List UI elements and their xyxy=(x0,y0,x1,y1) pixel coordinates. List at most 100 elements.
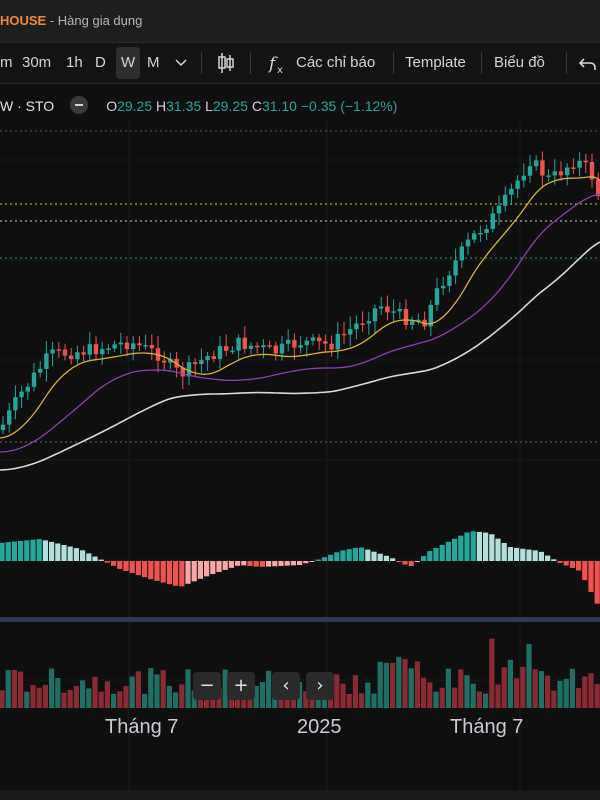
volume-bar xyxy=(173,692,179,708)
volume-bar xyxy=(594,683,600,708)
histogram-bar xyxy=(557,561,563,563)
histogram-bar xyxy=(290,561,296,566)
histogram-bar xyxy=(98,559,104,561)
histogram-bar xyxy=(129,561,135,574)
histogram-bar xyxy=(18,540,24,561)
timeframe-w[interactable]: W xyxy=(116,47,141,79)
candle-body xyxy=(19,391,24,398)
candle-body xyxy=(558,171,564,176)
bottom-scrollbar[interactable] xyxy=(0,790,600,800)
chevron-down-icon[interactable] xyxy=(174,43,188,83)
volume-bar xyxy=(489,638,495,708)
candle-body xyxy=(143,345,148,347)
title-bar: HOUSE - Hàng gia dụng xyxy=(0,0,600,43)
timeframe-1h[interactable]: 1h xyxy=(66,54,83,71)
scroll-right-button[interactable]: › xyxy=(306,672,334,700)
candle-body xyxy=(87,344,92,355)
candle-body xyxy=(527,166,533,176)
candle-body xyxy=(583,160,588,163)
candle-body xyxy=(534,160,539,167)
histogram-bar xyxy=(67,546,73,561)
timeframe-30m[interactable]: 30m xyxy=(22,54,52,71)
candle-body xyxy=(261,345,266,348)
histogram-bar xyxy=(520,548,526,561)
candle-body xyxy=(509,188,514,195)
candle-body xyxy=(310,337,316,341)
svg-text:x: x xyxy=(277,65,283,76)
volume-bar xyxy=(185,669,191,708)
candle-body xyxy=(565,167,570,176)
candle-body xyxy=(230,350,235,353)
volume-bar xyxy=(179,684,185,708)
close-label: C xyxy=(251,98,262,114)
candle-body xyxy=(217,346,223,360)
volume-bar xyxy=(439,687,445,708)
volume-bar xyxy=(73,685,79,708)
candle-body xyxy=(124,342,130,349)
collapse-legend-button[interactable] xyxy=(70,96,89,114)
histogram-bar xyxy=(61,545,67,561)
volume-bar xyxy=(501,667,507,708)
high-value: 31.35 xyxy=(166,98,202,114)
volume-bar xyxy=(123,686,129,708)
volume-bar xyxy=(569,668,575,708)
low-value: 29.25 xyxy=(212,98,248,114)
histogram-bar xyxy=(309,561,315,562)
template-button[interactable]: Template xyxy=(405,54,466,71)
volume-bar xyxy=(359,693,365,708)
volume-bar xyxy=(104,681,110,708)
zoom-in-button[interactable]: + xyxy=(227,672,255,700)
histogram-bar xyxy=(73,548,79,561)
histogram-bar xyxy=(272,561,278,567)
indicators-button[interactable]: Các chỉ báo xyxy=(296,54,376,71)
candle-body xyxy=(521,175,526,181)
histogram-bar xyxy=(582,561,588,581)
histogram-bar xyxy=(458,535,464,561)
zoom-out-button[interactable]: − xyxy=(193,672,221,700)
histogram-bar xyxy=(142,561,148,578)
scroll-left-button[interactable]: ‹ xyxy=(272,672,300,700)
volume-bar xyxy=(24,691,30,708)
candle-body xyxy=(81,352,86,355)
undo-icon[interactable] xyxy=(578,43,598,83)
timeframe-m-month[interactable]: M xyxy=(147,54,160,71)
timeframe-d[interactable]: D xyxy=(95,54,106,71)
volume-bar xyxy=(80,680,86,708)
histogram-bar xyxy=(532,550,538,561)
candle-body xyxy=(100,349,105,355)
histogram-bar xyxy=(594,561,600,604)
histogram-bar xyxy=(49,541,55,561)
volume-bar xyxy=(545,675,551,708)
histogram-bar xyxy=(303,561,309,564)
histogram-bar xyxy=(173,561,179,586)
histogram-bar xyxy=(235,561,241,566)
candle-body xyxy=(416,319,421,322)
candlestick-icon[interactable] xyxy=(216,43,236,83)
candle-body xyxy=(118,342,123,345)
ma-short-line xyxy=(0,176,600,439)
candle-body xyxy=(577,160,582,168)
chart-type-button[interactable]: Biểu đồ xyxy=(494,54,545,71)
candle-body xyxy=(385,306,390,313)
histogram-bar xyxy=(328,554,334,561)
timeframe-m[interactable]: m xyxy=(0,54,13,71)
candle-body xyxy=(106,348,111,350)
candle-body xyxy=(447,275,452,286)
candle-body xyxy=(372,308,378,322)
volume-bar xyxy=(86,688,92,708)
volume-bar xyxy=(402,659,408,708)
volume-bar xyxy=(514,678,520,708)
histogram-bar xyxy=(470,531,476,561)
histogram-bar xyxy=(210,561,216,575)
candle-body xyxy=(335,333,340,350)
candle-body xyxy=(193,362,198,365)
candle-body xyxy=(162,360,167,363)
pane-separator[interactable] xyxy=(0,617,600,622)
candle-body xyxy=(286,339,291,344)
histogram-bar xyxy=(408,561,414,567)
candle-body xyxy=(25,386,30,392)
candle-body xyxy=(44,353,49,369)
histogram-bar xyxy=(222,561,228,570)
